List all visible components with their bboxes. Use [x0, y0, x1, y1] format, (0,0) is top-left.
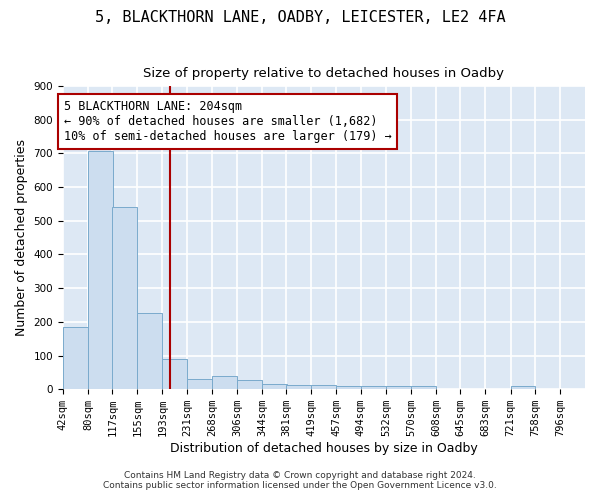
Bar [237, 380, 262, 389]
Bar [411, 386, 436, 389]
Bar [286, 385, 311, 389]
Bar [112, 207, 137, 389]
Bar [511, 386, 535, 389]
Bar [88, 151, 113, 389]
Bar [386, 386, 410, 389]
X-axis label: Distribution of detached houses by size in Oadby: Distribution of detached houses by size … [170, 442, 478, 455]
Bar [361, 386, 386, 389]
Bar [262, 384, 287, 389]
Bar [337, 386, 361, 389]
Y-axis label: Number of detached properties: Number of detached properties [15, 139, 28, 336]
Bar [137, 314, 162, 389]
Bar [212, 376, 236, 389]
Text: 5 BLACKTHORN LANE: 204sqm
← 90% of detached houses are smaller (1,682)
10% of se: 5 BLACKTHORN LANE: 204sqm ← 90% of detac… [64, 100, 391, 143]
Bar [187, 379, 212, 389]
Bar [63, 326, 88, 389]
Text: 5, BLACKTHORN LANE, OADBY, LEICESTER, LE2 4FA: 5, BLACKTHORN LANE, OADBY, LEICESTER, LE… [95, 10, 505, 25]
Text: Contains HM Land Registry data © Crown copyright and database right 2024.
Contai: Contains HM Land Registry data © Crown c… [103, 470, 497, 490]
Bar [163, 358, 187, 389]
Title: Size of property relative to detached houses in Oadby: Size of property relative to detached ho… [143, 68, 505, 80]
Bar [311, 385, 336, 389]
